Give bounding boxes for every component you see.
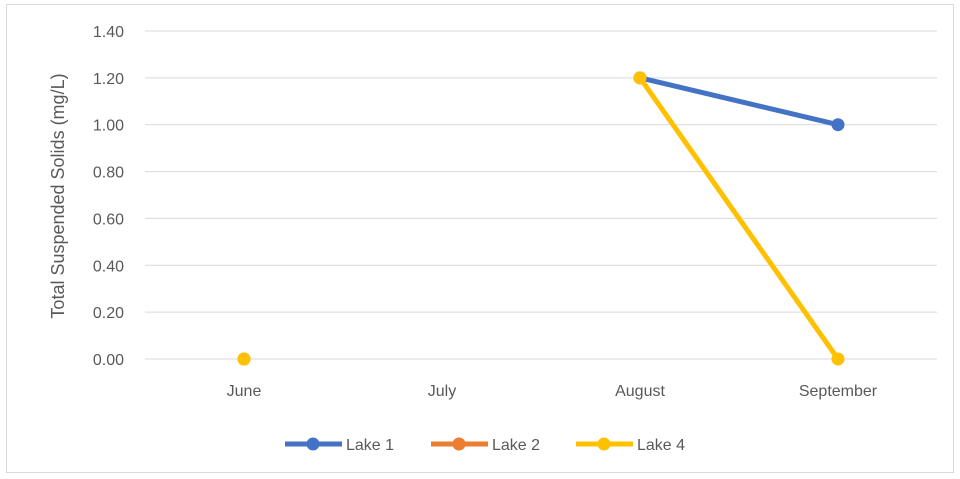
series-lake-1: [633, 71, 845, 132]
legend-item: Lake 1: [285, 437, 394, 454]
y-tick-label: 1.40: [93, 24, 124, 41]
gridlines: [145, 30, 937, 360]
y-tick-label: 0.40: [93, 258, 124, 275]
data-point: [831, 118, 845, 132]
legend-label: Lake 4: [637, 437, 685, 454]
legend-swatch-marker: [452, 437, 466, 451]
legend: Lake 1 Lake 2 Lake 4: [285, 437, 685, 454]
data-point: [633, 71, 647, 85]
series-layer: [237, 71, 845, 366]
x-tick-label: September: [799, 383, 878, 400]
y-axis-title: Total Suspended Solids (mg/L): [48, 73, 68, 318]
data-point: [831, 352, 845, 366]
data-point: [237, 352, 251, 366]
legend-swatch-marker: [306, 437, 320, 451]
legend-swatch-marker: [597, 437, 611, 451]
chart-frame: [6, 4, 954, 473]
y-tick-labels: 0.00 0.20 0.40 0.60 0.80 1.00 1.20 1.40: [93, 24, 124, 369]
y-tick-label: 1.00: [93, 118, 124, 135]
legend-item: Lake 4: [576, 437, 685, 454]
y-tick-label: 1.20: [93, 71, 124, 88]
x-tick-label: August: [615, 383, 665, 400]
y-tick-label: 0.00: [93, 352, 124, 369]
x-tick-labels: June July August September: [227, 383, 878, 400]
legend-label: Lake 1: [346, 437, 394, 454]
legend-label: Lake 2: [492, 437, 540, 454]
y-tick-label: 0.20: [93, 305, 124, 322]
legend-item: Lake 2: [431, 437, 540, 454]
series-lake-4: [237, 71, 845, 366]
y-tick-label: 0.80: [93, 165, 124, 182]
series-line-segment: [637, 75, 841, 128]
x-tick-label: June: [227, 383, 262, 400]
series-line-segment: [637, 75, 841, 362]
x-tick-label: July: [428, 383, 456, 400]
y-tick-label: 0.60: [93, 211, 124, 228]
